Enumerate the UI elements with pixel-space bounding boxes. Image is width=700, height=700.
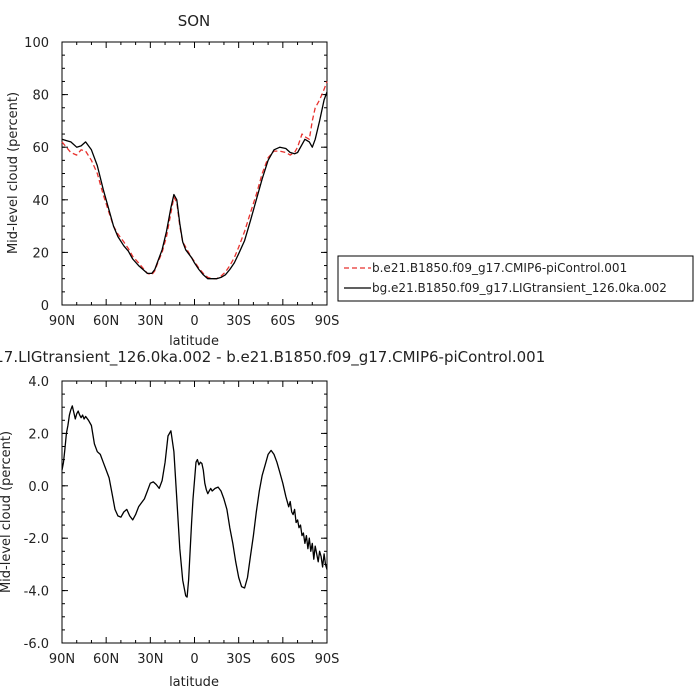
top-x-tick-label: 90N xyxy=(49,314,75,329)
bottom-x-tick-label: 90S xyxy=(315,652,340,667)
bottom-panel: bg.e21.B1850.f09_g17.LIGtransient_126.0k… xyxy=(0,348,545,690)
top-x-tick-label: 90S xyxy=(315,314,340,329)
top-y-tick-label: 60 xyxy=(32,141,49,156)
bottom-x-tick-label: 0 xyxy=(190,652,198,667)
bottom-y-tick-label: 4.0 xyxy=(28,375,49,390)
top-series-line-0 xyxy=(61,81,328,280)
legend-label-control: b.e21.B1850.f09_g17.CMIP6-piControl.001 xyxy=(372,261,627,275)
top-plot-area xyxy=(61,41,328,306)
top-panel-title: SON xyxy=(178,12,211,30)
bottom-panel-title: bg.e21.B1850.f09_g17.LIGtransient_126.0k… xyxy=(0,348,545,367)
bottom-x-axis-label: latitude xyxy=(169,675,219,690)
top-y-axis-label: Mid-level cloud (percent) xyxy=(6,92,21,254)
top-x-tick-label: 30S xyxy=(226,314,251,329)
bottom-y-axis-label: Mid-level cloud (percent) xyxy=(0,431,14,593)
bottom-x-tick-label: 60N xyxy=(93,652,119,667)
top-x-tick-label: 0 xyxy=(190,314,198,329)
top-series-line-1 xyxy=(61,91,328,280)
top-y-tick-label: 80 xyxy=(32,89,49,104)
bottom-x-tick-label: 90N xyxy=(49,652,75,667)
top-y-tick-label: 20 xyxy=(32,246,49,261)
top-x-tick-label: 60N xyxy=(93,314,119,329)
bottom-series xyxy=(61,405,328,598)
bottom-plot-area xyxy=(61,380,328,644)
top-x-tick-label: 30N xyxy=(137,314,163,329)
bottom-series-line-0 xyxy=(61,405,328,598)
legend: b.e21.B1850.f09_g17.CMIP6-piControl.001 … xyxy=(337,255,694,302)
bottom-y-tick-label: 0.0 xyxy=(28,480,49,495)
bottom-x-tick-label: 30S xyxy=(226,652,251,667)
top-series xyxy=(61,81,328,280)
bottom-x-tick-label: 30N xyxy=(137,652,163,667)
bottom-y-tick-label: -4.0 xyxy=(24,585,49,600)
top-y-tick-label: 40 xyxy=(32,194,49,209)
top-y-tick-label: 100 xyxy=(24,36,49,51)
bottom-x-tick-label: 60S xyxy=(270,652,295,667)
top-x-axis-label: latitude xyxy=(169,334,219,349)
top-y-tick-label: 0 xyxy=(41,299,49,314)
top-panel: SON 90N 60N 30N 0 30S 60S 90S 0 20 40 60 80 100 lati… xyxy=(6,12,339,349)
legend-label-transient: bg.e21.B1850.f09_g17.LIGtransient_126.0k… xyxy=(372,281,667,295)
bottom-y-tick-label: -2.0 xyxy=(24,532,49,547)
legend-box xyxy=(337,255,694,302)
top-ticks: 90N 60N 30N 0 30S 60S 90S 0 20 40 60 80 100 xyxy=(24,36,339,329)
bottom-ticks: 90N 60N 30N 0 30S 60S 90S -6.0 -4.0 -2.0 0.0 2.0 4.0 xyxy=(24,375,340,667)
top-x-tick-label: 60S xyxy=(270,314,295,329)
bottom-y-tick-label: 2.0 xyxy=(28,427,49,442)
bottom-y-tick-label: -6.0 xyxy=(24,637,49,652)
